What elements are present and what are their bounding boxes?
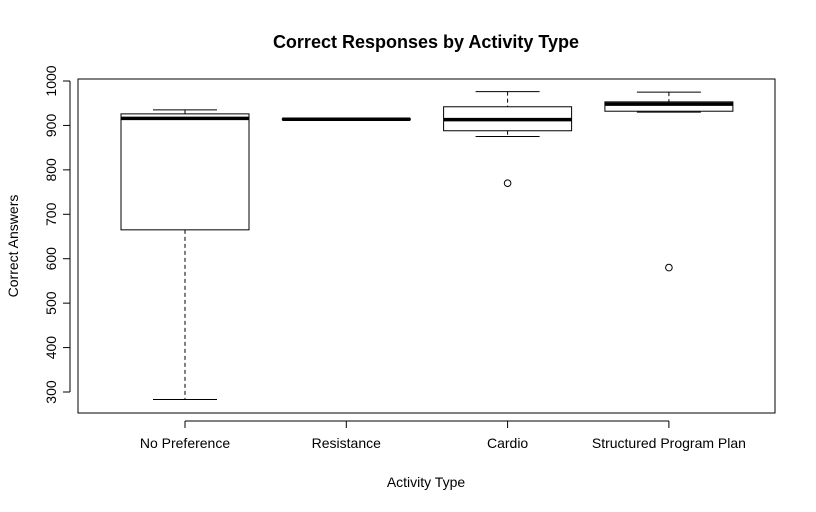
y-axis-label: Correct Answers (5, 195, 21, 298)
boxes-group (120, 91, 734, 401)
chart-title: Correct Responses by Activity Type (273, 32, 579, 52)
y-tick-label: 900 (43, 114, 59, 138)
y-tick-label: 700 (43, 202, 59, 226)
y-tick-label: 600 (43, 247, 59, 271)
y-tick-label: 300 (43, 380, 59, 404)
x-tick-label: Resistance (312, 435, 381, 451)
outlier-point (503, 179, 512, 187)
y-tick-label: 400 (43, 336, 59, 360)
x-tick-label: Cardio (487, 435, 528, 451)
box-1 (120, 109, 250, 401)
box-iqr (120, 113, 250, 231)
box-2 (281, 117, 411, 121)
x-axis: No Preference Resistance Cardio Structured … (140, 420, 746, 451)
outlier-point (665, 263, 673, 272)
box-4 (604, 91, 734, 272)
box-3 (443, 91, 573, 187)
y-axis: 300 400 500 600 700 800 900 1000 (43, 65, 71, 404)
box-iqr (604, 101, 734, 112)
plot-frame (77, 78, 776, 414)
x-tick-label: Structured Program Plan (592, 435, 746, 451)
y-tick-label: 800 (43, 158, 59, 182)
y-tick-label: 1000 (43, 65, 59, 96)
x-axis-label: Activity Type (387, 474, 466, 490)
y-tick-label: 500 (43, 291, 59, 315)
x-tick-label: No Preference (140, 435, 230, 451)
